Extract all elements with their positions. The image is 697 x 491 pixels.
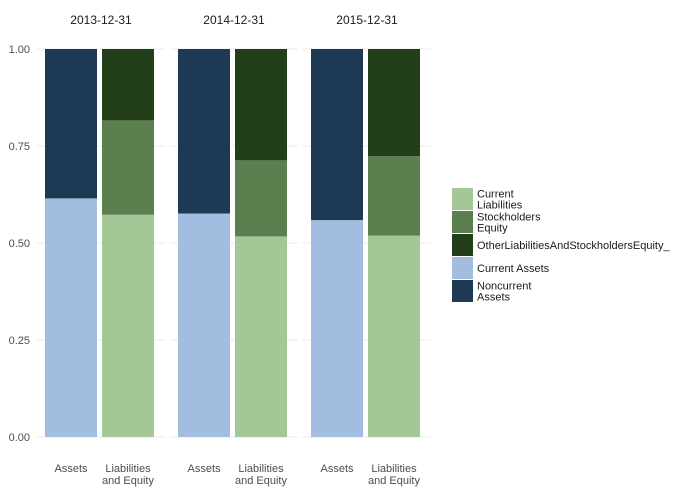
- bar-segment: [102, 214, 154, 437]
- bar-segment: [45, 49, 97, 199]
- bar-segment: [235, 160, 287, 237]
- y-tick-label: 1.00: [9, 44, 30, 56]
- x-axis: Assets Liabilities and Equity Assets Liabili…: [54, 463, 420, 487]
- bar-segment: [178, 49, 230, 214]
- legend-key: [452, 188, 473, 210]
- legend-key: [452, 211, 473, 233]
- bar-segment: [235, 236, 287, 437]
- y-tick-label: 0.25: [9, 335, 30, 347]
- facet-title: 2014-12-31: [203, 13, 265, 27]
- bar-segment: [235, 49, 287, 161]
- bar-segment: [368, 156, 420, 236]
- facet-title: 2015-12-31: [336, 13, 398, 27]
- x-tick-label: Assets: [320, 463, 354, 475]
- bars: [45, 49, 420, 437]
- legend-key: [452, 280, 473, 302]
- x-tick-label: Assets: [54, 463, 88, 475]
- facet-titles: 2013-12-31 2014-12-31 2015-12-31: [70, 13, 398, 27]
- bar-segment: [45, 198, 97, 437]
- x-tick-label: Liabilities and Equity: [235, 463, 287, 487]
- y-axis: 0.00 0.25 0.50 0.75 1.00: [9, 44, 30, 444]
- legend-label: Current Assets: [477, 263, 550, 275]
- y-tick-label: 0.50: [9, 238, 30, 250]
- y-tick-label: 0.00: [9, 432, 30, 444]
- legend-label: Current Liabilities: [477, 189, 523, 212]
- bar-segment: [102, 120, 154, 215]
- x-tick-label: Assets: [187, 463, 221, 475]
- x-tick-label: Liabilities and Equity: [368, 463, 420, 487]
- facet-title: 2013-12-31: [70, 13, 132, 27]
- bar-segment: [311, 49, 363, 221]
- x-tick-label: Liabilities and Equity: [102, 463, 154, 487]
- legend-label: Noncurrent Assets: [477, 281, 531, 304]
- bar-segment: [368, 235, 420, 437]
- legend-label: OtherLiabilitiesAndStockholdersEquity_: [477, 240, 670, 252]
- bar-segment: [311, 220, 363, 437]
- bar-segment: [368, 49, 420, 157]
- legend-key: [452, 257, 473, 279]
- bar-segment: [178, 213, 230, 437]
- legend-label: Stockholders Equity: [477, 212, 541, 235]
- y-tick-label: 0.75: [9, 141, 30, 153]
- legend-key: [452, 234, 473, 256]
- bar-segment: [102, 49, 154, 121]
